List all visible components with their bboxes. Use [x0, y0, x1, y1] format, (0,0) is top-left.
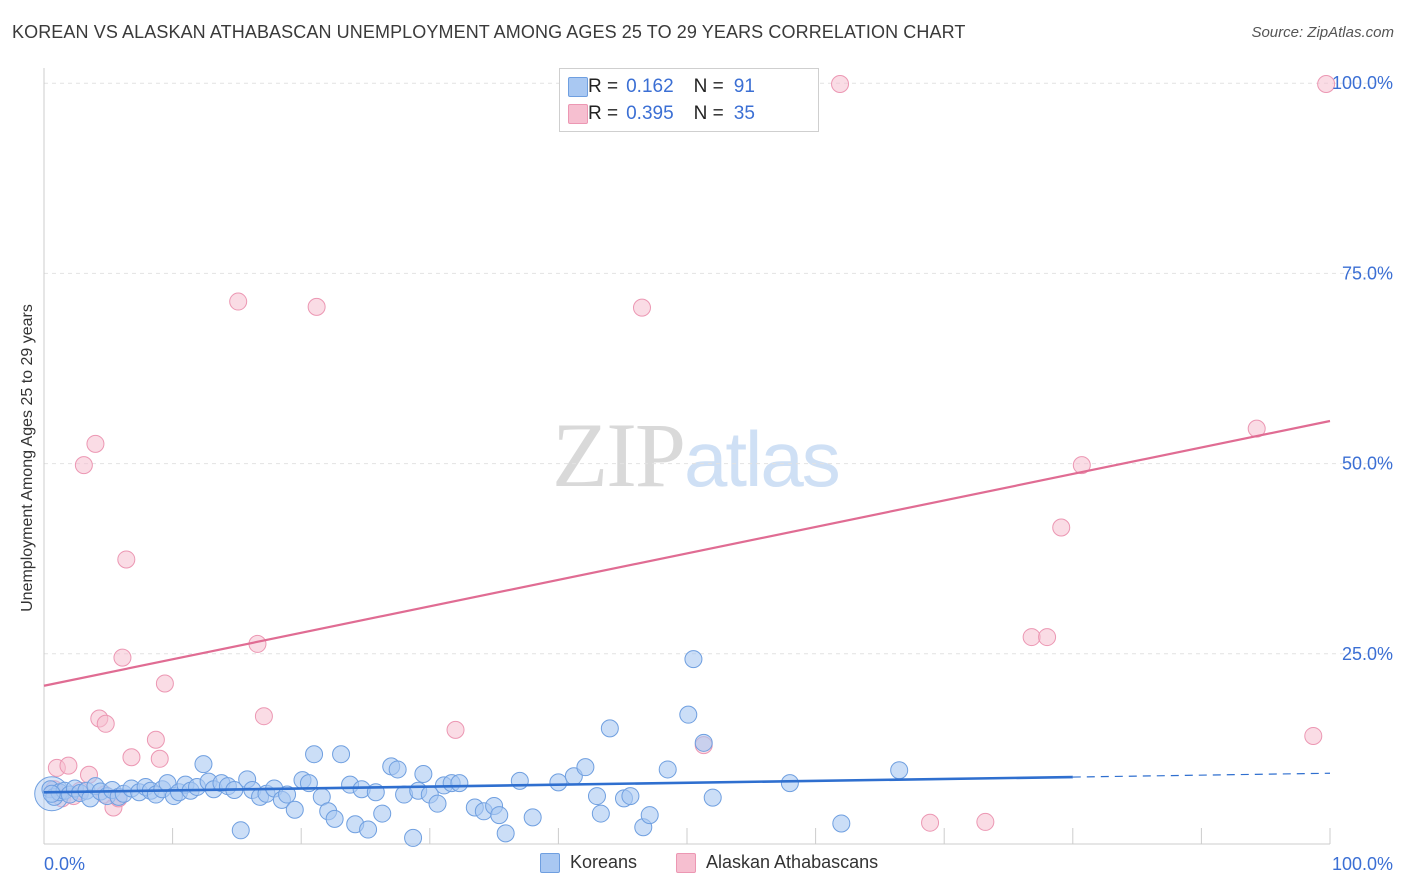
koreans-point: [684, 650, 703, 669]
koreans-point: [658, 760, 677, 779]
koreans-point: [496, 824, 515, 843]
koreans-legend-swatch: [540, 852, 560, 873]
alaskan-athabascans-point: [1304, 726, 1323, 745]
koreans-point: [832, 814, 851, 833]
x-tick-label: 100.0%: [1332, 854, 1393, 874]
watermark: ZIPatlas: [552, 402, 841, 508]
koreans-legend-label: Koreans: [570, 852, 638, 872]
trend-lines: [43, 419, 1331, 794]
alaskan-athabascans-point: [831, 74, 850, 93]
legend-row-koreans: R = 0.162 N = 91: [568, 75, 755, 99]
alaskan-athabascans-point: [1317, 74, 1336, 93]
y-tick-label: 25.0%: [1342, 644, 1393, 664]
koreans-point: [414, 765, 433, 784]
koreans-trend-extension: [1072, 772, 1331, 778]
r-label: R =: [588, 103, 619, 124]
x-tick-label: 0.0%: [44, 854, 85, 874]
alaskan-athabascans-legend-swatch: [676, 852, 696, 873]
koreans-point: [404, 828, 423, 847]
y-tick-label: 100.0%: [1332, 73, 1393, 93]
alaskan-athabascans-point: [307, 297, 326, 316]
koreans-point: [640, 806, 659, 825]
koreans-point: [587, 787, 606, 806]
legend-item-koreans: Koreans: [540, 852, 637, 873]
alaskan-athabascans-point: [146, 730, 165, 749]
koreans-point: [510, 771, 529, 790]
koreans-point: [890, 761, 909, 780]
y-tick-label: 75.0%: [1342, 263, 1393, 283]
koreans-point: [694, 733, 713, 752]
chart-title: KOREAN VS ALASKAN ATHABASCAN UNEMPLOYMEN…: [12, 22, 966, 42]
grid-layer: [44, 82, 1390, 655]
legend-row-alaskan-athabascans: R = 0.395 N = 35: [568, 102, 755, 126]
alaskan-athabascans-swatch: [568, 104, 588, 124]
alaskan-athabascans-point: [155, 674, 174, 693]
koreans-point: [450, 774, 469, 793]
koreans-point: [576, 758, 595, 777]
koreans-point: [780, 774, 799, 793]
alaskan-athabascans-point: [113, 648, 132, 667]
alaskan-athabascans-point: [1052, 518, 1071, 537]
koreans-point: [523, 808, 542, 827]
watermark-zip: ZIP: [552, 404, 686, 506]
n-value: 35: [733, 103, 755, 124]
alaskan-athabascans-point: [117, 550, 136, 569]
n-label: N =: [693, 76, 724, 97]
correlation-legend: R = 0.162 N = 91 R = 0.395 N = 35: [559, 68, 819, 132]
r-label: R =: [588, 76, 619, 97]
alaskan-athabascans-point: [1072, 456, 1091, 475]
alaskan-athabascans-point: [74, 456, 93, 475]
y-tick-label: 50.0%: [1342, 454, 1393, 474]
alaskan-athabascans-point: [921, 813, 940, 832]
r-value: 0.162: [626, 76, 674, 97]
koreans-point: [591, 804, 610, 823]
koreans-point: [373, 804, 392, 823]
legend-item-alaskan-athabascans: Alaskan Athabascans: [676, 852, 878, 873]
koreans-swatch: [568, 77, 588, 97]
alaskan-athabascans-point: [446, 720, 465, 739]
n-value: 91: [733, 76, 755, 97]
series-legend: Koreans Alaskan Athabascans: [0, 852, 1406, 876]
n-label: N =: [693, 103, 724, 124]
koreans-point: [305, 745, 324, 764]
koreans-point: [278, 785, 297, 804]
koreans-point: [428, 794, 447, 813]
koreans-point: [332, 745, 351, 764]
alaskan-athabascans-point: [86, 434, 105, 453]
koreans-point: [42, 784, 61, 803]
koreans-point: [231, 821, 250, 840]
koreans-point: [285, 800, 304, 819]
alaskan-athabascans-point: [632, 298, 651, 317]
koreans-trend-line: [43, 775, 1073, 794]
koreans-point: [679, 705, 698, 724]
alaskan-athabascans-legend-label: Alaskan Athabascans: [706, 852, 879, 872]
alaskan-athabascans-point: [122, 748, 141, 767]
koreans-point: [388, 760, 407, 779]
koreans-point: [703, 788, 722, 807]
koreans-point: [359, 820, 378, 839]
alaskan-athabascans-point: [96, 714, 115, 733]
r-value: 0.395: [626, 103, 674, 124]
koreans-point: [621, 787, 640, 806]
koreans-point: [549, 773, 568, 792]
alaskan-athabascans-point: [229, 292, 248, 311]
koreans-point: [490, 806, 509, 825]
source-label: Source: ZipAtlas.com: [1251, 24, 1394, 41]
axis-layer: [43, 68, 1331, 845]
alaskan-athabascans-point: [150, 749, 169, 768]
alaskan-athabascans-point: [59, 756, 78, 775]
alaskan-athabascans-point: [976, 812, 995, 831]
tick-labels: 25.0% 50.0% 75.0% 100.0% 0.0% 100.0%: [44, 73, 1393, 874]
koreans-point: [325, 809, 344, 828]
koreans-point: [194, 755, 213, 774]
watermark-atlas: atlas: [684, 415, 841, 503]
alaskan-athabascans-point: [254, 707, 273, 726]
alaskan-athabascans-trend-line: [43, 419, 1331, 687]
alaskan-athabascans-point: [1038, 628, 1057, 647]
koreans-point: [600, 719, 619, 738]
alaskan-athabascans-point: [1022, 628, 1041, 647]
